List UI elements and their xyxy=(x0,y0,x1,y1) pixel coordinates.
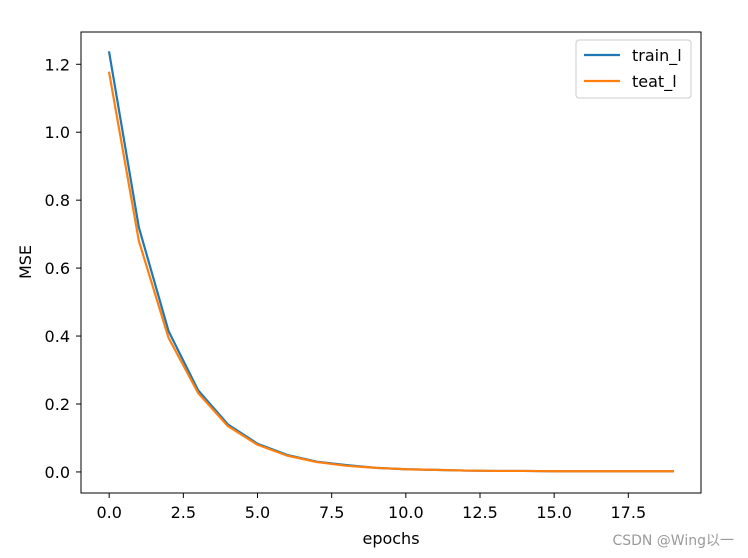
plot-frame xyxy=(80,31,702,494)
legend: train_l teat_l xyxy=(575,39,692,99)
x-axis-ticks: 0.0 2.5 5.0 7.5 10.0 12.5 15.0 17.5 xyxy=(96,493,646,522)
series-line-teat_l xyxy=(107,71,674,473)
y-axis-label: MSE xyxy=(16,245,35,279)
x-tick-label: 5.0 xyxy=(245,503,270,522)
y-tick-label: 0.4 xyxy=(45,327,70,346)
x-tick-label: 7.5 xyxy=(319,503,344,522)
x-tick-label: 2.5 xyxy=(171,503,196,522)
x-tick-label: 12.5 xyxy=(462,503,498,522)
legend-label-train_l: train_l xyxy=(632,46,682,66)
y-tick-label: 0.8 xyxy=(45,191,70,210)
x-tick-label: 17.5 xyxy=(611,503,647,522)
y-tick-label: 0.6 xyxy=(45,259,70,278)
x-tick-label: 0.0 xyxy=(96,503,121,522)
x-tick-label: 15.0 xyxy=(536,503,572,522)
x-tick-label: 10.0 xyxy=(388,503,424,522)
x-axis-label: epochs xyxy=(362,529,419,548)
y-tick-label: 1.2 xyxy=(45,55,70,74)
series-layer xyxy=(107,51,674,473)
y-axis-ticks: 0.0 0.2 0.4 0.6 0.8 1.0 1.2 xyxy=(45,55,81,482)
watermark: CSDN @Wing以一 xyxy=(612,533,734,549)
plot-area xyxy=(81,32,701,493)
legend-label-teat_l: teat_l xyxy=(632,72,677,92)
y-tick-label: 1.0 xyxy=(45,123,70,142)
y-tick-label: 0.0 xyxy=(45,463,70,482)
y-tick-label: 0.2 xyxy=(45,395,70,414)
